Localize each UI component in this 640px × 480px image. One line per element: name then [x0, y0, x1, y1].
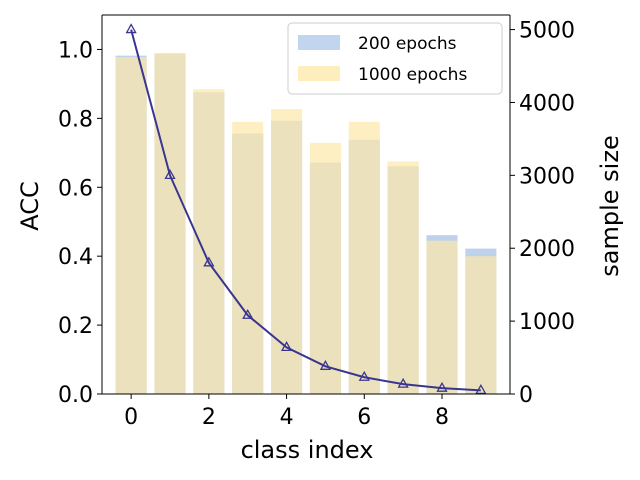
- y-tick-label: 0.0: [58, 383, 93, 408]
- y2-tick-label: 4000: [519, 91, 575, 116]
- triangle-marker-7: [397, 377, 409, 388]
- x-tick-label: 4: [280, 405, 294, 430]
- bar-1000-epochs-5: [309, 142, 341, 394]
- legend-frame: [287, 22, 503, 95]
- triangle-marker-2: [203, 256, 215, 267]
- y-axis-title: ACC: [16, 181, 44, 231]
- legend-swatch-1000: [298, 66, 340, 81]
- triangle-marker-1: [164, 169, 176, 179]
- y2-axis-title: sample size: [596, 135, 624, 276]
- bar-1000-epochs-7: [387, 161, 419, 394]
- bar-1000-epochs-4: [271, 109, 303, 394]
- bar-1000-epochs-6: [348, 121, 380, 395]
- sample-size-line: [125, 23, 487, 395]
- sample-size-line-path: [130, 29, 481, 392]
- bar-1000-epochs-8: [426, 240, 458, 394]
- legend-label-200: 200 epochs: [358, 34, 457, 54]
- triangle-marker-0: [125, 23, 137, 34]
- legend-label-1000: 1000 epochs: [358, 65, 467, 85]
- y2-tick-label: 2000: [519, 237, 575, 262]
- legend-swatch-200: [298, 35, 340, 50]
- y-tick-label: 0.4: [58, 245, 93, 270]
- bar-1000-epochs-1: [154, 52, 186, 395]
- legend: 200 epochs 1000 epochs: [287, 22, 503, 95]
- ticks: 0 2 4 6 8 0.0 0.2 0.4 0.6 0.8 1.0 0 1000 2000 3000 4000…: [58, 19, 575, 430]
- bar-1000-epochs-0: [115, 57, 147, 394]
- y2-tick-label: 5000: [519, 19, 575, 44]
- y-tick-label: 0.8: [58, 107, 93, 132]
- triangle-marker-5: [319, 359, 332, 370]
- triangle-marker-6: [358, 370, 370, 381]
- triangle-marker-8: [436, 381, 448, 392]
- y2-tick-label: 3000: [519, 164, 575, 189]
- bar-1000-epochs-9: [465, 256, 497, 394]
- triangle-marker-4: [280, 341, 293, 352]
- triangle-marker-9: [475, 384, 487, 395]
- x-tick-label: 0: [124, 405, 138, 430]
- x-tick-label: 2: [202, 405, 216, 430]
- y-tick-label: 0.2: [58, 314, 93, 339]
- y2-tick-label: 1000: [519, 310, 575, 335]
- x-tick-label: 6: [357, 405, 371, 430]
- triangle-marker-3: [242, 308, 254, 319]
- bar-1000-epochs-3: [232, 121, 264, 395]
- x-axis-title: class index: [241, 436, 374, 464]
- x-tick-label: 8: [435, 405, 449, 430]
- bar-1000-epochs-2: [193, 89, 225, 394]
- y-tick-label: 0.6: [58, 176, 93, 201]
- y2-tick-label: 0: [519, 383, 533, 408]
- bars: [115, 52, 497, 395]
- y-tick-label: 1.0: [58, 38, 93, 63]
